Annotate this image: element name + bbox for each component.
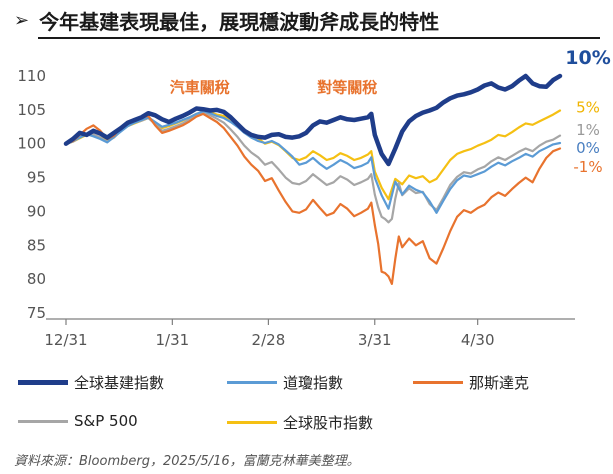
legend-label: 全球基建指數: [74, 374, 165, 392]
y-tick-label: 100: [17, 135, 46, 153]
y-tick-label: 80: [27, 270, 46, 288]
x-tick-label: 3/31: [358, 331, 392, 349]
annotations: 汽車關稅 對等關稅: [170, 78, 379, 96]
series-line-2: [64, 112, 562, 285]
annotation-label-0: 汽車關稅: [170, 78, 231, 96]
y-axis: 75 80 85 90 95 100 105 110: [17, 67, 46, 322]
legend-swatch-nasdaq: [413, 381, 463, 384]
legend-swatch-sp500: [18, 419, 68, 423]
y-tick-label: 75: [27, 304, 46, 322]
legend-item-dow[interactable]: 道瓊指數: [227, 372, 343, 393]
legend-label: S&P 500: [74, 412, 138, 430]
legend: 全球基建指數 道瓊指數 那斯達克 S&P 500 全球股市指數: [18, 372, 608, 442]
x-axis: 12/31 1/31 2/28 3/31 4/30: [44, 318, 575, 349]
series-line-0: [63, 73, 563, 167]
legend-swatch-infrastructure: [18, 380, 68, 385]
chart-title: 今年基建表現最佳，展現穩波動斧成長的特性: [39, 10, 440, 34]
end-label-0: 10%: [565, 47, 610, 69]
x-tick-label: 1/31: [156, 331, 190, 349]
end-label-1: 0%: [576, 139, 600, 157]
legend-label: 那斯達克: [469, 374, 530, 392]
x-tick-label: 4/30: [461, 331, 495, 349]
series-layer: [63, 73, 563, 285]
legend-swatch-global-equity: [227, 421, 277, 424]
annotation-label-1: 對等關稅: [317, 78, 378, 96]
end-labels: 10% 0%-1% 1% 5%: [565, 47, 610, 176]
end-label-3: 1%: [576, 121, 600, 139]
series-line-3: [64, 111, 562, 224]
legend-label: 全球股市指數: [283, 414, 374, 432]
x-tick-label: 12/31: [44, 331, 87, 349]
legend-item-global-equity[interactable]: 全球股市指數: [227, 412, 373, 433]
x-tick-label: 2/28: [252, 331, 286, 349]
source-note: 資料來源：Bloomberg，2025/5/16，富蘭克林華美整理。: [14, 454, 360, 469]
y-tick-label: 85: [27, 236, 46, 254]
legend-label: 道瓊指數: [283, 374, 344, 392]
line-chart: 75 80 85 90 95 100 105 110 12/31 1/31 2/28 3/31 4/3…: [17, 47, 610, 349]
legend-item-sp500[interactable]: S&P 500: [18, 412, 138, 430]
legend-item-infrastructure[interactable]: 全球基建指數: [18, 372, 164, 393]
end-label-2: -1%: [573, 158, 602, 176]
legend-swatch-dow: [227, 381, 277, 384]
y-tick-label: 90: [27, 202, 46, 220]
legend-item-nasdaq[interactable]: 那斯達克: [413, 372, 529, 393]
title-block: ➢ 今年基建表現最佳，展現穩波動斧成長的特性: [14, 6, 439, 35]
y-tick-label: 110: [17, 67, 46, 85]
end-label-4: 5%: [576, 99, 600, 117]
y-tick-label: 105: [17, 101, 46, 119]
title-arrow-icon: ➢: [14, 10, 30, 31]
y-tick-label: 95: [27, 169, 46, 187]
title-underline: [38, 37, 600, 39]
